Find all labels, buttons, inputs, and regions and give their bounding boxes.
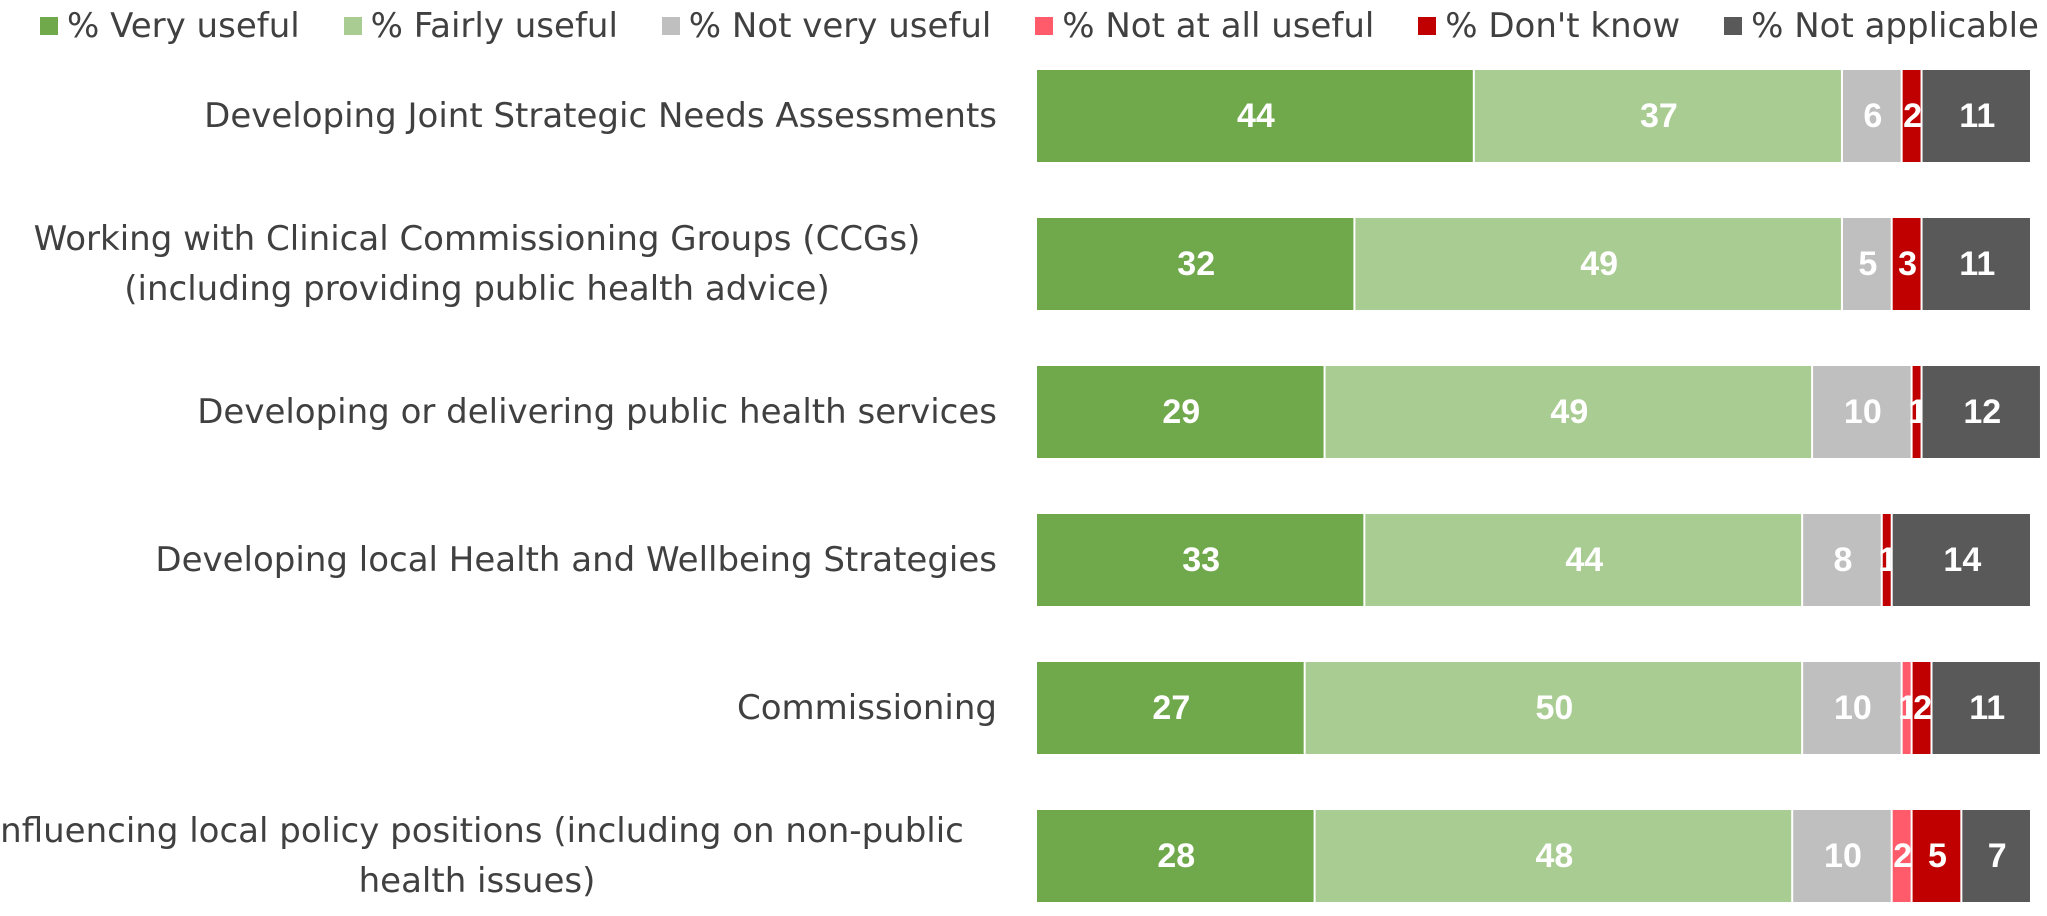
data-label: 8 — [1833, 541, 1852, 579]
data-label: 2 — [1893, 837, 1912, 875]
bar-segment — [1305, 662, 1802, 754]
bar-segment — [1365, 514, 1802, 606]
data-label: 29 — [1162, 393, 1200, 431]
data-label: 1 — [1878, 541, 1897, 579]
bar-segment — [1355, 218, 1841, 310]
category-text: Commissioning — [736, 688, 997, 728]
category-label: Commissioning — [0, 648, 997, 768]
data-label: 33 — [1182, 541, 1220, 579]
data-label: 49 — [1580, 245, 1618, 283]
bar-segment — [1892, 218, 1921, 310]
legend-item: % Not very useful — [661, 6, 992, 46]
data-label: 44 — [1237, 97, 1275, 135]
data-label: 50 — [1535, 689, 1573, 727]
category-label: Developing local Health and Wellbeing St… — [0, 500, 997, 620]
bar-segment — [1892, 810, 1911, 902]
data-label: 5 — [1858, 245, 1877, 283]
bar-segment — [1813, 366, 1911, 458]
legend: % Very useful % Fairly useful % Not very u… — [40, 4, 2039, 48]
bar-segment — [1912, 662, 1931, 754]
legend-label: % Not very useful — [688, 6, 992, 46]
bar-segment — [1842, 218, 1891, 310]
category-text: Working with Clinical Commissioning Grou… — [33, 219, 921, 309]
data-label: 10 — [1844, 393, 1882, 431]
category-label: Working with Clinical Commissioning Grou… — [0, 204, 997, 324]
bar-segment — [1474, 70, 1841, 162]
bar-segment — [1882, 514, 1891, 606]
bar-segment — [1037, 70, 1473, 162]
bar-segment — [1902, 70, 1921, 162]
bar-segment — [1922, 366, 2040, 458]
data-label: 1 — [1898, 689, 1917, 727]
data-label: 2 — [1913, 689, 1932, 727]
data-label: 49 — [1550, 393, 1588, 431]
data-label: 10 — [1834, 689, 1872, 727]
data-label: 14 — [1943, 541, 1981, 579]
data-label: 5 — [1928, 837, 1947, 875]
bar-segment — [1912, 810, 1961, 902]
bar-segment — [1803, 514, 1881, 606]
legend-item: % Don't know — [1418, 6, 1680, 46]
bar-segment — [1803, 662, 1901, 754]
legend-item: % Very useful — [40, 6, 300, 46]
legend-item: % Not at all useful — [1035, 6, 1374, 46]
category-text: Developing local Health and Wellbeing St… — [155, 540, 997, 580]
legend-swatch — [40, 17, 58, 35]
bar-segment — [1922, 70, 2030, 162]
data-label: 6 — [1863, 97, 1882, 135]
data-label: 48 — [1535, 837, 1573, 875]
data-label: 2 — [1903, 97, 1922, 135]
legend-item: % Not applicable — [1724, 6, 2039, 46]
bar-segment — [1037, 366, 1324, 458]
legend-label: % Not applicable — [1751, 6, 2039, 46]
legend-label: % Not at all useful — [1062, 6, 1375, 46]
bar-segment — [1037, 218, 1354, 310]
bar-segment — [1902, 662, 1911, 754]
legend-label: % Fairly useful — [370, 6, 618, 46]
category-text: Developing or delivering public health s… — [197, 392, 997, 432]
data-label: 37 — [1640, 97, 1678, 135]
legend-swatch — [343, 17, 362, 35]
bar-segment — [1315, 810, 1792, 902]
data-label: 1 — [1908, 393, 1927, 431]
legend-item: % Fairly useful — [343, 6, 618, 46]
bar-segment — [1892, 514, 2030, 606]
data-label: 3 — [1898, 245, 1917, 283]
legend-swatch — [1418, 17, 1437, 35]
bar-segment — [1037, 810, 1314, 902]
data-label: 32 — [1177, 245, 1215, 283]
data-label: 12 — [1963, 393, 2001, 431]
bar-segment — [1912, 366, 1921, 458]
bar-segment — [1842, 70, 1901, 162]
category-text: Influencing local policy positions (incl… — [0, 811, 964, 901]
legend-swatch — [1035, 17, 1054, 35]
bar-segment — [1932, 662, 2040, 754]
legend-label: % Very useful — [67, 6, 300, 46]
category-label: Developing or delivering public health s… — [0, 352, 997, 472]
data-label: 27 — [1152, 689, 1190, 727]
bar-segment — [1037, 514, 1364, 606]
category-text: Developing Joint Strategic Needs Assessm… — [204, 96, 997, 136]
data-label: 11 — [1959, 97, 1995, 135]
legend-swatch — [1724, 17, 1743, 35]
bar-segment — [1037, 662, 1304, 754]
data-label: 10 — [1824, 837, 1862, 875]
data-label: 7 — [1988, 837, 2007, 875]
data-label: 11 — [1959, 245, 1995, 283]
category-label: Influencing local policy positions (incl… — [0, 796, 997, 916]
data-label: 11 — [1969, 689, 2005, 727]
data-label: 44 — [1565, 541, 1603, 579]
data-label: 28 — [1157, 837, 1195, 875]
bar-segment — [1793, 810, 1891, 902]
category-label: Developing Joint Strategic Needs Assessm… — [0, 56, 997, 176]
bar-segment — [1325, 366, 1812, 458]
bar-segment — [1922, 218, 2030, 310]
legend-label: % Don't know — [1445, 6, 1681, 46]
bar-segment — [1962, 810, 2030, 902]
legend-swatch — [661, 17, 680, 35]
